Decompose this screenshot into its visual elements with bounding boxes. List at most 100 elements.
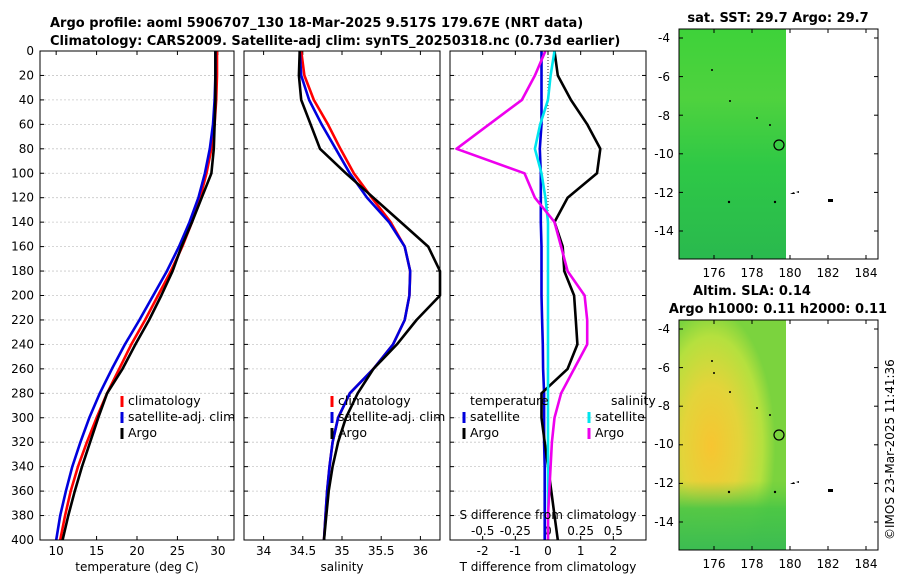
x-tick-label: 34.5: [289, 544, 316, 558]
salinity-frame: [243, 50, 441, 541]
legend-label-s-argo: Argo: [595, 425, 624, 440]
legend-label-satellite: satellite-adj. clim: [128, 409, 235, 424]
x-tick-label: 2: [610, 544, 618, 558]
x-tick-label: 0: [544, 544, 552, 558]
salinity-panel: 34 34.5 35 35.5 36: [243, 50, 442, 558]
island-dot: [713, 372, 715, 374]
legend-label-climatology: climatology: [338, 393, 411, 408]
legend-label-t-argo: Argo: [470, 425, 499, 440]
sst-xtick: 184: [855, 266, 878, 280]
x-tick-label: 35.5: [368, 544, 395, 558]
temp-series-satellite-adj-clim: [54, 51, 217, 541]
sst-map: sat. SST: 29.7 Argo: 29.7: [654, 11, 879, 280]
island-dot: [756, 407, 758, 409]
argo-location-marker: [773, 429, 785, 441]
x-tick-label: 36: [413, 544, 428, 558]
x-tick-label: 15: [89, 544, 104, 558]
diff-series-s-argo: [455, 50, 589, 540]
map-ticks: [679, 29, 878, 259]
sla-map: Altim. SLA: 0.14 Argo h1000: 0.11 h2000:…: [654, 284, 887, 571]
sla-ytick: -8: [658, 399, 670, 413]
temperature-panel: 10 15 20 25 30020406080100120140160180200220…: [11, 44, 235, 558]
sla-xtick: 180: [779, 557, 802, 571]
sst-ytick: -4: [658, 31, 670, 45]
island-dot: [727, 200, 731, 204]
island-dot: [711, 360, 713, 362]
sla-xtick: 178: [741, 557, 764, 571]
difference-xlabel: T difference from climatology: [459, 560, 637, 574]
x-tick-label: 20: [129, 544, 144, 558]
sst-ytick: -14: [654, 224, 674, 238]
x-tick-label: 10: [49, 544, 64, 558]
s-diff-tick-label: 0.25: [567, 524, 594, 538]
legend-label-t-satellite: satellite: [470, 409, 520, 424]
legend-label-climatology: climatology: [128, 393, 201, 408]
island-dot: [727, 490, 731, 494]
depth-tick-label: 160: [11, 240, 34, 254]
sst-islands: [711, 69, 833, 204]
depth-tick-label: 140: [11, 215, 34, 229]
sla-map-frame: [678, 319, 879, 551]
depth-tick-label: 240: [11, 337, 34, 351]
difference-frame: [449, 50, 647, 541]
difference-legend: temperature salinity satellite Argo sate…: [462, 393, 656, 440]
island-shape: [790, 481, 799, 484]
island-shape: [828, 489, 833, 492]
temperature-legend: climatology satellite-adj. clim Argo: [120, 393, 235, 440]
island-dot: [729, 100, 731, 102]
legend-label-satellite: satellite-adj. clim: [338, 409, 445, 424]
sla-xtick: 176: [703, 557, 726, 571]
island-dot: [769, 414, 771, 416]
s-diff-tick-label: 0.5: [604, 524, 623, 538]
sst-ytick: -6: [658, 70, 670, 84]
temperature-frame: [39, 50, 235, 541]
x-tick-label: 34: [256, 544, 271, 558]
sst-xtick: 176: [703, 266, 726, 280]
sst-ytick: -8: [658, 109, 670, 123]
legend-label-s-satellite: satellite: [595, 409, 645, 424]
s-diff-tick-label: -0.25: [500, 524, 531, 538]
x-tick-label: 25: [170, 544, 185, 558]
depth-tick-label: 220: [11, 313, 34, 327]
sla-ytick: -10: [654, 437, 674, 451]
x-tick-label: 1: [577, 544, 585, 558]
x-tick-label: -2: [477, 544, 489, 558]
depth-tick-label: 80: [19, 142, 34, 156]
sla-map-title1: Altim. SLA: 0.14: [693, 284, 811, 299]
sla-ytick: -4: [658, 322, 670, 336]
header-line2: Climatology: CARS2009. Satellite-adj cli…: [50, 34, 620, 49]
temp-series-argo: [61, 51, 217, 541]
sla-xtick: 182: [817, 557, 840, 571]
depth-tick-label: 320: [11, 435, 34, 449]
depth-tick-label: 180: [11, 264, 34, 278]
sst-xtick: 180: [779, 266, 802, 280]
sla-map-title2: Argo h1000: 0.11 h2000: 0.11: [669, 302, 887, 317]
depth-tick-label: 400: [11, 533, 34, 547]
island-shape: [790, 191, 799, 194]
depth-tick-label: 120: [11, 191, 34, 205]
legend-label-argo: Argo: [128, 425, 157, 440]
island-dot: [773, 200, 777, 204]
sla-xtick: 184: [855, 557, 878, 571]
island-dot: [769, 124, 771, 126]
salinity-legend: climatology satellite-adj. clim Argo: [330, 393, 445, 440]
map-ticks: [679, 320, 878, 550]
depth-tick-label: 0: [26, 44, 34, 58]
sst-xtick: 178: [741, 266, 764, 280]
depth-tick-label: 280: [11, 386, 34, 400]
island-dot: [711, 69, 713, 71]
legend-label-argo: Argo: [338, 425, 367, 440]
salinity-xlabel: salinity: [320, 560, 363, 574]
sla-field-overlay: [679, 320, 786, 550]
sst-ytick: -12: [654, 186, 674, 200]
s-diff-tick-label: -0.5: [471, 524, 494, 538]
depth-tick-label: 60: [19, 117, 34, 131]
difference-panel: -2 -1 0 1 2-0.5 -0.25 0 0.25 0.5: [449, 50, 647, 558]
island-dot: [773, 490, 777, 494]
sla-ytick: -14: [654, 515, 674, 529]
diff-series-s-satellite: [533, 50, 556, 540]
island-dot: [756, 117, 758, 119]
sal-series-satellite-adj-clim: [298, 50, 412, 541]
depth-tick-label: 380: [11, 509, 34, 523]
